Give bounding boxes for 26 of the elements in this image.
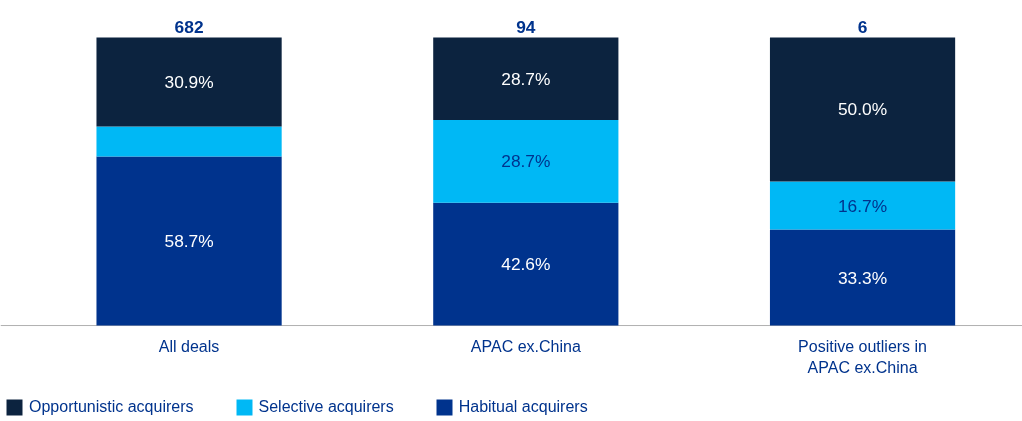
legend-label: Opportunistic acquirers (29, 398, 194, 416)
annotation: 682 (174, 17, 204, 38)
bar (96, 37, 282, 127)
annotation: 94 (516, 17, 536, 38)
x-tick-label: APAC ex.China (470, 337, 581, 355)
data-label: 33.3% (837, 267, 888, 288)
data-label: 58.7% (164, 230, 214, 251)
bar (769, 229, 956, 326)
data-label: 16.7% (837, 195, 888, 216)
legend-label: Selective acquirers (258, 398, 394, 416)
bar (96, 156, 282, 326)
data-label: 30.9% (164, 71, 214, 92)
bar (769, 181, 956, 230)
data-label: 28.7% (501, 68, 551, 89)
data-label: 28.7% (501, 151, 551, 172)
bar (433, 37, 619, 121)
annotation: 6 (857, 17, 868, 38)
bar (769, 37, 956, 182)
bar (433, 202, 619, 326)
x-tick-label: Positive outliers in APAC ex.China (798, 337, 928, 376)
legend-label: Habitual acquirers (458, 398, 588, 416)
data-label: 42.6% (501, 254, 551, 275)
bar (96, 126, 282, 157)
bar (433, 120, 619, 203)
x-tick-label: All deals (158, 337, 220, 355)
data-label: 50.0% (837, 99, 888, 120)
